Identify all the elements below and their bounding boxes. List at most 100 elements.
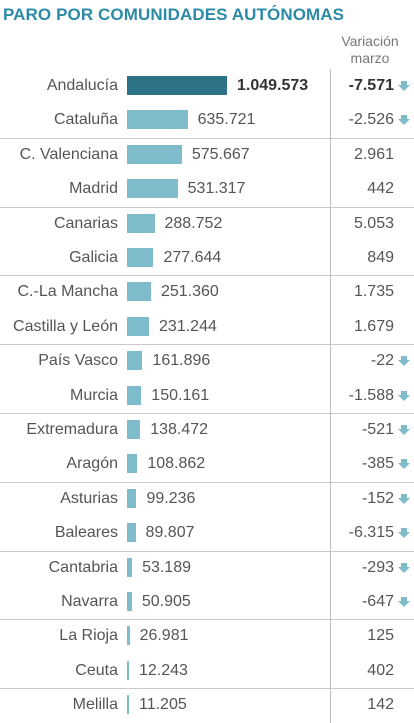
down-arrow-icon [398, 528, 410, 539]
variation-label: -385 [361, 455, 394, 473]
down-arrow-icon [398, 493, 410, 504]
bar [127, 248, 154, 267]
region-label: Andalucía [46, 77, 118, 94]
value-label: 150.161 [151, 386, 210, 404]
bar [127, 110, 188, 130]
chart-row: Galicia 277.644 849 [0, 241, 414, 275]
region-label: Cantabria [48, 558, 118, 576]
row-separator [0, 413, 414, 414]
region-label: Galicia [69, 249, 118, 266]
chart-row: Canarias 288.752 5.053 [0, 207, 414, 241]
down-arrow-icon [398, 115, 410, 126]
region-label: Murcia [69, 386, 118, 404]
bar [127, 420, 141, 439]
variation-label: -521 [361, 421, 394, 438]
bar [127, 488, 137, 508]
value-label: 161.896 [152, 352, 211, 370]
chart-row: Cataluña 635.721 -2.526 [0, 103, 414, 137]
row-separator [0, 619, 414, 620]
region-label: C.-La Mancha [17, 283, 119, 301]
row-separator [0, 551, 414, 552]
bar [127, 592, 132, 611]
value-label: 531.317 [187, 180, 246, 198]
chart-row: Baleares 89.807 -6.315 [0, 516, 414, 550]
variation-label: 849 [367, 249, 394, 266]
variation-label: 402 [367, 661, 394, 679]
value-label: 50.905 [141, 593, 191, 610]
region-label: Extremadura [26, 421, 118, 438]
bar [127, 316, 150, 336]
region-label: C. Valenciana [19, 145, 118, 163]
value-label: 635.721 [197, 111, 256, 129]
chart-row: Asturias 99.236 -152 [0, 482, 414, 516]
variation-label: -7.571 [348, 77, 394, 94]
region-label: La Rioja [59, 627, 118, 645]
variation-label: 2.961 [353, 145, 394, 163]
chart-row: Ceuta 12.243 402 [0, 654, 414, 688]
variation-label: -2.526 [348, 111, 394, 129]
chart-row: País Vasco 161.896 -22 [0, 344, 414, 378]
value-label: 99.236 [146, 489, 196, 507]
chart-row: C. Valenciana 575.667 2.961 [0, 138, 414, 172]
region-label: Cataluña [53, 111, 118, 129]
region-label: Baleares [54, 524, 118, 542]
chart-title: PARO POR COMUNIDADES AUTÓNOMAS [3, 5, 345, 24]
value-label: 138.472 [150, 421, 209, 438]
bar [127, 351, 143, 371]
region-label: Melilla [72, 696, 118, 714]
variation-label: 1.735 [353, 283, 394, 301]
variation-label: -152 [361, 489, 394, 507]
region-label: Canarias [53, 214, 118, 232]
variation-header-line-2: marzo [350, 50, 390, 66]
chart-row: Aragón 108.862 -385 [0, 447, 414, 481]
value-label: 1.049.573 [237, 77, 309, 94]
chart-row: Murcia 150.161 -1.588 [0, 379, 414, 413]
variation-label: 1.679 [353, 317, 394, 335]
variation-label: -293 [361, 558, 394, 576]
value-label: 53.189 [142, 558, 191, 576]
variation-label: 442 [367, 180, 394, 198]
variation-header-line-1: Variación [341, 33, 399, 49]
chart-row: Navarra 50.905 -647 [0, 585, 414, 619]
variation-label: -1.588 [348, 386, 394, 404]
down-arrow-icon [398, 81, 410, 91]
bar [127, 282, 151, 302]
row-separator [0, 482, 414, 483]
chart-row: Extremadura 138.472 -521 [0, 413, 414, 447]
variation-label: -647 [361, 593, 394, 610]
bar [127, 144, 182, 164]
row-separator [0, 344, 414, 345]
bar [127, 179, 178, 199]
down-arrow-icon [398, 459, 410, 470]
bar [127, 660, 129, 680]
down-arrow-icon [398, 356, 410, 367]
variation-label: -22 [370, 352, 394, 370]
variation-column-divider [330, 69, 331, 723]
chart-row: C.-La Mancha 251.360 1.735 [0, 275, 414, 309]
variation-label: -6.315 [348, 524, 394, 542]
bar [127, 213, 155, 233]
chart-row: Castilla y León 231.244 1.679 [0, 310, 414, 344]
row-separator [0, 138, 414, 139]
row-separator [0, 688, 414, 689]
region-label: Navarra [61, 593, 118, 610]
bar [127, 76, 227, 95]
bar [127, 454, 138, 474]
value-label: 251.360 [160, 283, 219, 301]
down-arrow-icon [398, 597, 410, 607]
value-label: 575.667 [191, 145, 250, 163]
region-label: Aragón [66, 455, 118, 473]
variation-column-header: Variación marzo [330, 33, 410, 67]
value-label: 108.862 [147, 455, 206, 473]
value-label: 26.981 [139, 627, 189, 645]
chart-row: Madrid 531.317 442 [0, 172, 414, 206]
value-label: 11.205 [139, 696, 187, 714]
bar [127, 557, 133, 577]
row-separator [0, 275, 414, 276]
chart-row: Andalucía 1.049.573 -7.571 [0, 69, 414, 103]
chart-row: Melilla 11.205 142 [0, 688, 414, 722]
bar [127, 626, 130, 646]
value-label: 89.807 [145, 524, 195, 542]
region-label: Asturias [60, 489, 118, 507]
